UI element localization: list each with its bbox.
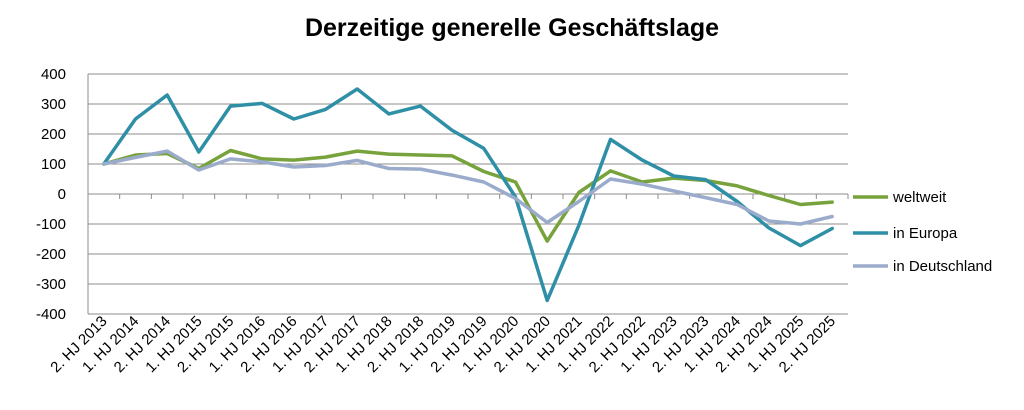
axes xyxy=(87,74,849,314)
series-line-in-europa xyxy=(102,87,834,303)
y-tick-labels: 400 300 200 100 0 -100 -200 -300 -400 xyxy=(36,66,66,323)
y-tick-label: -300 xyxy=(36,276,66,293)
y-tick-label: 400 xyxy=(41,66,66,83)
y-tick-label: -400 xyxy=(36,306,66,323)
legend-label: in Europa xyxy=(893,225,958,242)
legend-label: weltweit xyxy=(892,189,947,206)
y-tick-label: 0 xyxy=(58,186,66,203)
y-tick-label: 300 xyxy=(41,96,66,113)
y-tick-label: 100 xyxy=(41,156,66,173)
legend: weltweit in Europa in Deutschland xyxy=(853,189,992,275)
y-tick-label: -200 xyxy=(36,246,66,263)
series-line-in-deutschland xyxy=(102,149,834,226)
legend-label: in Deutschland xyxy=(893,258,992,275)
y-tick-label: 200 xyxy=(41,126,66,143)
chart-title: Derzeitige generelle Geschäftslage xyxy=(304,14,720,42)
y-tick-label: -100 xyxy=(36,216,66,233)
series-lines xyxy=(102,87,834,303)
